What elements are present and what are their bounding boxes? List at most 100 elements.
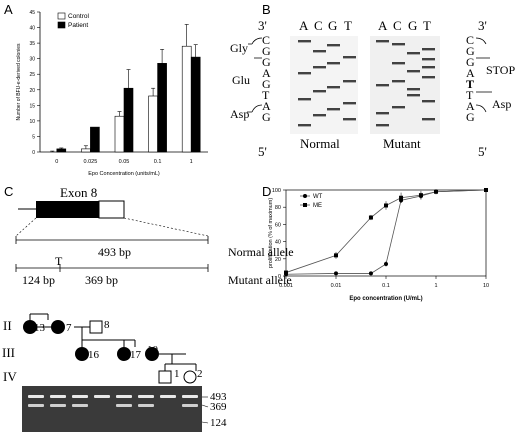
seq-band [298, 98, 311, 101]
mutant-label: Mutant [383, 136, 421, 151]
a-xtick-label: 0.025 [84, 159, 98, 165]
seq-band [327, 44, 340, 47]
d-xtick-label: 0.001 [279, 283, 293, 289]
a-ytick-label: 35 [29, 41, 35, 47]
d-line-me [285, 189, 487, 273]
lane-t-normal: T [344, 18, 352, 33]
d-xtick-label: 0.01 [331, 283, 342, 289]
fragment-369: 369 bp [85, 273, 118, 287]
panel-d-label: D [262, 184, 271, 199]
d-point-me [368, 215, 373, 220]
right-5prime: 5' [478, 144, 487, 159]
right-base: C [466, 33, 474, 47]
lane-c-normal: C [314, 18, 323, 33]
seq-band [327, 108, 340, 111]
right-stop: STOP [486, 63, 515, 77]
gel-band-493 [72, 395, 88, 398]
generation-iv: IV [3, 369, 17, 384]
left-gly: Gly [230, 41, 248, 55]
seq-band [407, 52, 420, 55]
individual-ii-affected-female [23, 320, 37, 334]
seq-band [298, 72, 311, 75]
seq-band [422, 100, 435, 103]
a-ylabel: Number of BFU-e-derived colonies [16, 43, 22, 120]
d-xtick-label: 10 [483, 283, 489, 289]
a-bar-patient [157, 63, 167, 153]
gel-band-369 [28, 404, 44, 407]
left-base: T [262, 88, 270, 102]
individual-iv-2 [183, 370, 197, 384]
gel-band-493 [182, 395, 198, 398]
a-xtick-label: 0.1 [154, 159, 162, 165]
exon-utr-block [98, 200, 125, 219]
sequencing-gel-panel: A C G T A C G T Normal Mutant 3' 5' CGGA… [230, 18, 515, 159]
gel-band-493 [160, 395, 176, 398]
gel-band-369 [50, 404, 66, 407]
a-xtick-label: 1 [190, 159, 193, 165]
seq-band [376, 40, 389, 43]
a-xlabel: Epo Concentration (units/mL) [88, 171, 160, 177]
zoom-line-right [123, 217, 209, 237]
d-ytick-label: 60 [275, 222, 281, 228]
pedigree: II III IV 13 7 8 16 17 10 1 [2, 313, 203, 384]
individual-iii-16 [75, 347, 89, 361]
left-glu: Glu [232, 73, 250, 87]
gel-background [22, 386, 202, 432]
seq-band [392, 106, 405, 109]
seq-band [376, 84, 389, 87]
mutant-allele-label: Mutant allele [228, 273, 292, 287]
normal-allele-label: Normal allele [228, 245, 294, 259]
gel-band-493 [138, 395, 154, 398]
d-legend-label: ME [313, 203, 322, 209]
d-xlabel: Epo concentration (U/mL) [349, 296, 422, 302]
a-bar-patient [56, 148, 67, 153]
individual-iii-10 [145, 347, 159, 361]
id-2: 2 [197, 368, 203, 380]
a-xtick-label: 0 [55, 159, 58, 165]
exon-coding-block [36, 201, 99, 218]
generation-iii: III [2, 345, 15, 360]
d-point-me [384, 203, 388, 208]
seq-band [327, 86, 340, 89]
seq-band [407, 70, 420, 73]
seq-band [313, 50, 326, 53]
id-16: 16 [88, 349, 100, 361]
lane-a-normal: A [299, 18, 309, 33]
seq-band [313, 114, 326, 117]
a-ytick-label: 30 [29, 57, 35, 63]
mutant-bands [376, 40, 435, 127]
seq-band [422, 118, 435, 121]
seq-band [343, 56, 356, 59]
left-base: G [262, 55, 271, 69]
right-base: G [466, 55, 475, 69]
a-ytick-label: 20 [29, 88, 35, 94]
lane-c-mutant: C [393, 18, 402, 33]
left-base: G [262, 44, 271, 58]
gel-size-369: 369 [210, 401, 227, 413]
a-legend-label: Control [68, 13, 90, 20]
left-codon-brackets [247, 37, 263, 113]
right-3prime: 3' [478, 18, 487, 33]
a-legend-label: Patient [68, 22, 88, 29]
d-legend-marker [303, 194, 307, 198]
seq-band [422, 66, 435, 69]
seq-band [327, 62, 340, 65]
seq-band [343, 118, 356, 121]
lane-a-mutant: A [378, 18, 388, 33]
zoom-line-left [15, 217, 37, 237]
seq-band [392, 80, 405, 83]
right-base: T [466, 88, 474, 102]
a-bar-control [148, 95, 158, 153]
right-asp: Asp [492, 97, 511, 111]
right-codon-brackets [475, 37, 492, 113]
gel-bands [28, 395, 198, 407]
a-ytick-label: 10 [29, 119, 35, 125]
d-point-me [334, 253, 338, 258]
restriction-gel: 493 369 124 [22, 386, 227, 432]
fragment-124: 124 bp [22, 273, 55, 287]
right-base: G [466, 110, 475, 124]
normal-bp: 493 bp [98, 245, 131, 259]
d-ylabel: proliferation (% of maximum) [268, 198, 274, 268]
seq-band [422, 48, 435, 51]
